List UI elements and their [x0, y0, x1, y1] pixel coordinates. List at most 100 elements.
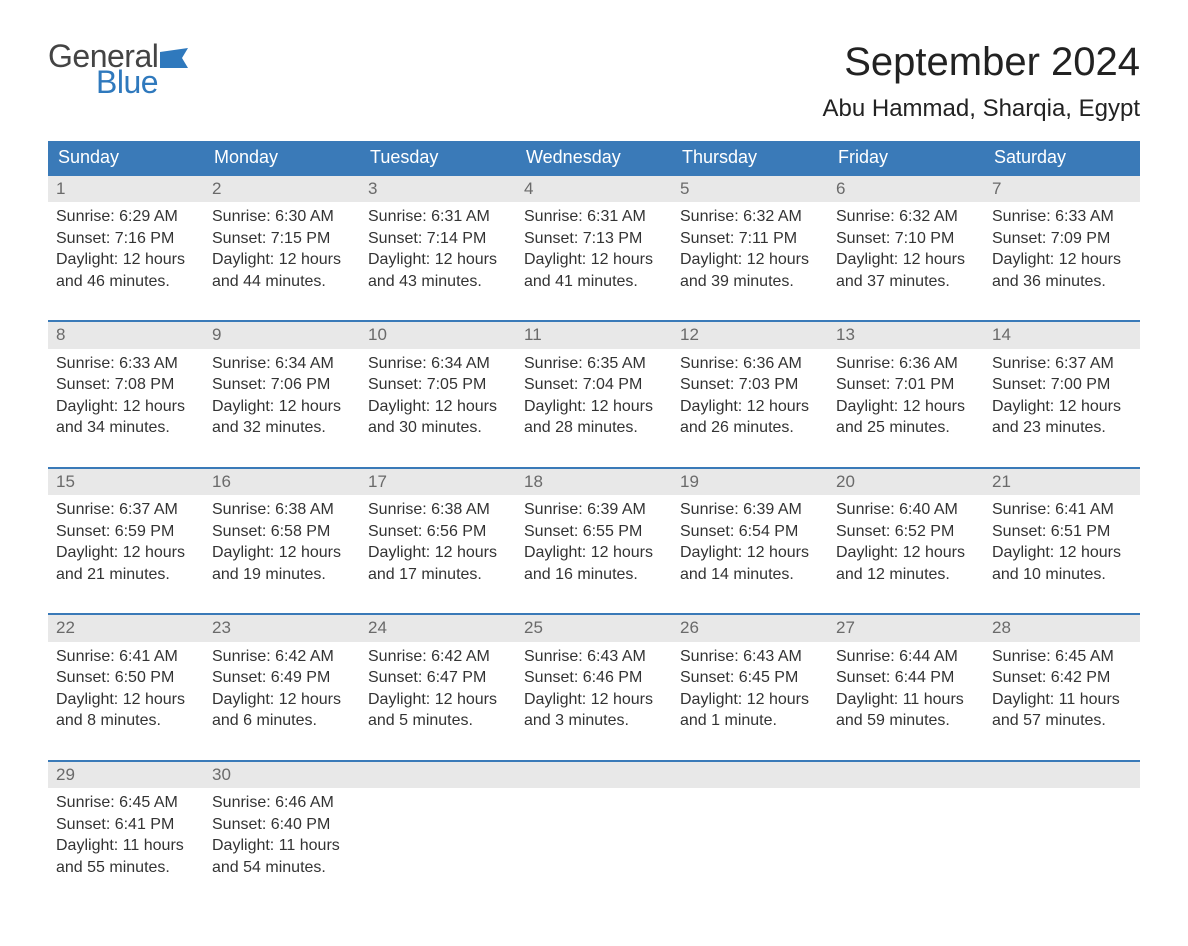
daylight-text: Daylight: 12 hours and 6 minutes.	[212, 689, 352, 732]
calendar-day-cell: 20Sunrise: 6:40 AMSunset: 6:52 PMDayligh…	[828, 468, 984, 614]
day-details: Sunrise: 6:43 AMSunset: 6:45 PMDaylight:…	[672, 642, 828, 760]
sunrise-text: Sunrise: 6:39 AM	[680, 499, 820, 521]
day-details: Sunrise: 6:45 AMSunset: 6:41 PMDaylight:…	[48, 788, 204, 906]
sunrise-text: Sunrise: 6:43 AM	[524, 646, 664, 668]
day-number: 24	[360, 615, 516, 641]
sunrise-text: Sunrise: 6:34 AM	[212, 353, 352, 375]
weekday-header: Sunday	[48, 141, 204, 175]
sunrise-text: Sunrise: 6:44 AM	[836, 646, 976, 668]
day-details: Sunrise: 6:31 AMSunset: 7:13 PMDaylight:…	[516, 202, 672, 320]
sunrise-text: Sunrise: 6:41 AM	[56, 646, 196, 668]
day-details	[984, 788, 1140, 828]
day-details: Sunrise: 6:42 AMSunset: 6:49 PMDaylight:…	[204, 642, 360, 760]
sunrise-text: Sunrise: 6:35 AM	[524, 353, 664, 375]
sunset-text: Sunset: 6:58 PM	[212, 521, 352, 543]
day-number: 6	[828, 176, 984, 202]
day-number: 1	[48, 176, 204, 202]
calendar-week-row: 29Sunrise: 6:45 AMSunset: 6:41 PMDayligh…	[48, 761, 1140, 906]
calendar-day-cell	[984, 761, 1140, 906]
daylight-text: Daylight: 12 hours and 44 minutes.	[212, 249, 352, 292]
day-details: Sunrise: 6:32 AMSunset: 7:11 PMDaylight:…	[672, 202, 828, 320]
daylight-text: Daylight: 12 hours and 12 minutes.	[836, 542, 976, 585]
sunrise-text: Sunrise: 6:45 AM	[56, 792, 196, 814]
brand-word2: Blue	[96, 66, 188, 98]
calendar-day-cell: 9Sunrise: 6:34 AMSunset: 7:06 PMDaylight…	[204, 321, 360, 467]
sunset-text: Sunset: 6:56 PM	[368, 521, 508, 543]
sunrise-text: Sunrise: 6:36 AM	[836, 353, 976, 375]
daylight-text: Daylight: 12 hours and 5 minutes.	[368, 689, 508, 732]
sunrise-text: Sunrise: 6:37 AM	[992, 353, 1132, 375]
day-details: Sunrise: 6:33 AMSunset: 7:08 PMDaylight:…	[48, 349, 204, 467]
day-number: 25	[516, 615, 672, 641]
page-title: September 2024	[823, 40, 1141, 85]
sunset-text: Sunset: 6:42 PM	[992, 667, 1132, 689]
daylight-text: Daylight: 12 hours and 46 minutes.	[56, 249, 196, 292]
calendar-day-cell: 26Sunrise: 6:43 AMSunset: 6:45 PMDayligh…	[672, 614, 828, 760]
calendar-day-cell: 18Sunrise: 6:39 AMSunset: 6:55 PMDayligh…	[516, 468, 672, 614]
calendar-week-row: 8Sunrise: 6:33 AMSunset: 7:08 PMDaylight…	[48, 321, 1140, 467]
weekday-header: Tuesday	[360, 141, 516, 175]
sunset-text: Sunset: 7:11 PM	[680, 228, 820, 250]
day-number: 27	[828, 615, 984, 641]
weekday-header: Friday	[828, 141, 984, 175]
day-number: 14	[984, 322, 1140, 348]
sunset-text: Sunset: 7:00 PM	[992, 374, 1132, 396]
sunrise-text: Sunrise: 6:43 AM	[680, 646, 820, 668]
calendar-day-cell: 23Sunrise: 6:42 AMSunset: 6:49 PMDayligh…	[204, 614, 360, 760]
calendar-day-cell: 30Sunrise: 6:46 AMSunset: 6:40 PMDayligh…	[204, 761, 360, 906]
day-number: 29	[48, 762, 204, 788]
sunset-text: Sunset: 6:55 PM	[524, 521, 664, 543]
sunrise-text: Sunrise: 6:33 AM	[992, 206, 1132, 228]
daylight-text: Daylight: 12 hours and 14 minutes.	[680, 542, 820, 585]
sunrise-text: Sunrise: 6:45 AM	[992, 646, 1132, 668]
day-number	[360, 762, 516, 788]
calendar-day-cell: 5Sunrise: 6:32 AMSunset: 7:11 PMDaylight…	[672, 175, 828, 321]
daylight-text: Daylight: 12 hours and 34 minutes.	[56, 396, 196, 439]
sunrise-text: Sunrise: 6:31 AM	[368, 206, 508, 228]
calendar-day-cell: 10Sunrise: 6:34 AMSunset: 7:05 PMDayligh…	[360, 321, 516, 467]
day-number: 3	[360, 176, 516, 202]
sunset-text: Sunset: 7:13 PM	[524, 228, 664, 250]
calendar-day-cell: 13Sunrise: 6:36 AMSunset: 7:01 PMDayligh…	[828, 321, 984, 467]
calendar-day-cell: 3Sunrise: 6:31 AMSunset: 7:14 PMDaylight…	[360, 175, 516, 321]
day-number: 15	[48, 469, 204, 495]
calendar-day-cell: 16Sunrise: 6:38 AMSunset: 6:58 PMDayligh…	[204, 468, 360, 614]
sunrise-text: Sunrise: 6:31 AM	[524, 206, 664, 228]
day-number: 17	[360, 469, 516, 495]
day-details: Sunrise: 6:37 AMSunset: 6:59 PMDaylight:…	[48, 495, 204, 613]
calendar-day-cell: 11Sunrise: 6:35 AMSunset: 7:04 PMDayligh…	[516, 321, 672, 467]
calendar-day-cell: 25Sunrise: 6:43 AMSunset: 6:46 PMDayligh…	[516, 614, 672, 760]
day-details: Sunrise: 6:38 AMSunset: 6:58 PMDaylight:…	[204, 495, 360, 613]
day-number: 19	[672, 469, 828, 495]
calendar-day-cell: 28Sunrise: 6:45 AMSunset: 6:42 PMDayligh…	[984, 614, 1140, 760]
day-number: 10	[360, 322, 516, 348]
sunrise-text: Sunrise: 6:37 AM	[56, 499, 196, 521]
day-number: 7	[984, 176, 1140, 202]
weekday-header: Wednesday	[516, 141, 672, 175]
day-details: Sunrise: 6:34 AMSunset: 7:05 PMDaylight:…	[360, 349, 516, 467]
sunset-text: Sunset: 6:44 PM	[836, 667, 976, 689]
daylight-text: Daylight: 11 hours and 55 minutes.	[56, 835, 196, 878]
location-subtitle: Abu Hammad, Sharqia, Egypt	[823, 95, 1141, 123]
daylight-text: Daylight: 12 hours and 37 minutes.	[836, 249, 976, 292]
calendar-day-cell: 24 Sunrise: 6:42 AMSunset: 6:47 PMDayligh…	[360, 614, 516, 760]
day-details: Sunrise: 6:46 AMSunset: 6:40 PMDaylight:…	[204, 788, 360, 906]
flag-icon	[160, 48, 188, 68]
daylight-text: Daylight: 12 hours and 25 minutes.	[836, 396, 976, 439]
calendar-day-cell: 7Sunrise: 6:33 AMSunset: 7:09 PMDaylight…	[984, 175, 1140, 321]
sunrise-text: Sunrise: 6:32 AM	[680, 206, 820, 228]
daylight-text: Daylight: 12 hours and 19 minutes.	[212, 542, 352, 585]
day-details	[516, 788, 672, 828]
sunrise-text: Sunrise: 6:46 AM	[212, 792, 352, 814]
day-number: 5	[672, 176, 828, 202]
daylight-text: Daylight: 12 hours and 32 minutes.	[212, 396, 352, 439]
sunset-text: Sunset: 6:47 PM	[368, 667, 508, 689]
daylight-text: Daylight: 12 hours and 43 minutes.	[368, 249, 508, 292]
daylight-text: Daylight: 11 hours and 59 minutes.	[836, 689, 976, 732]
sunset-text: Sunset: 6:45 PM	[680, 667, 820, 689]
sunrise-text: Sunrise: 6:38 AM	[212, 499, 352, 521]
sunrise-text: Sunrise: 6:42 AM	[368, 646, 508, 668]
daylight-text: Daylight: 12 hours and 23 minutes.	[992, 396, 1132, 439]
day-number: 13	[828, 322, 984, 348]
calendar-day-cell: 17Sunrise: 6:38 AMSunset: 6:56 PMDayligh…	[360, 468, 516, 614]
